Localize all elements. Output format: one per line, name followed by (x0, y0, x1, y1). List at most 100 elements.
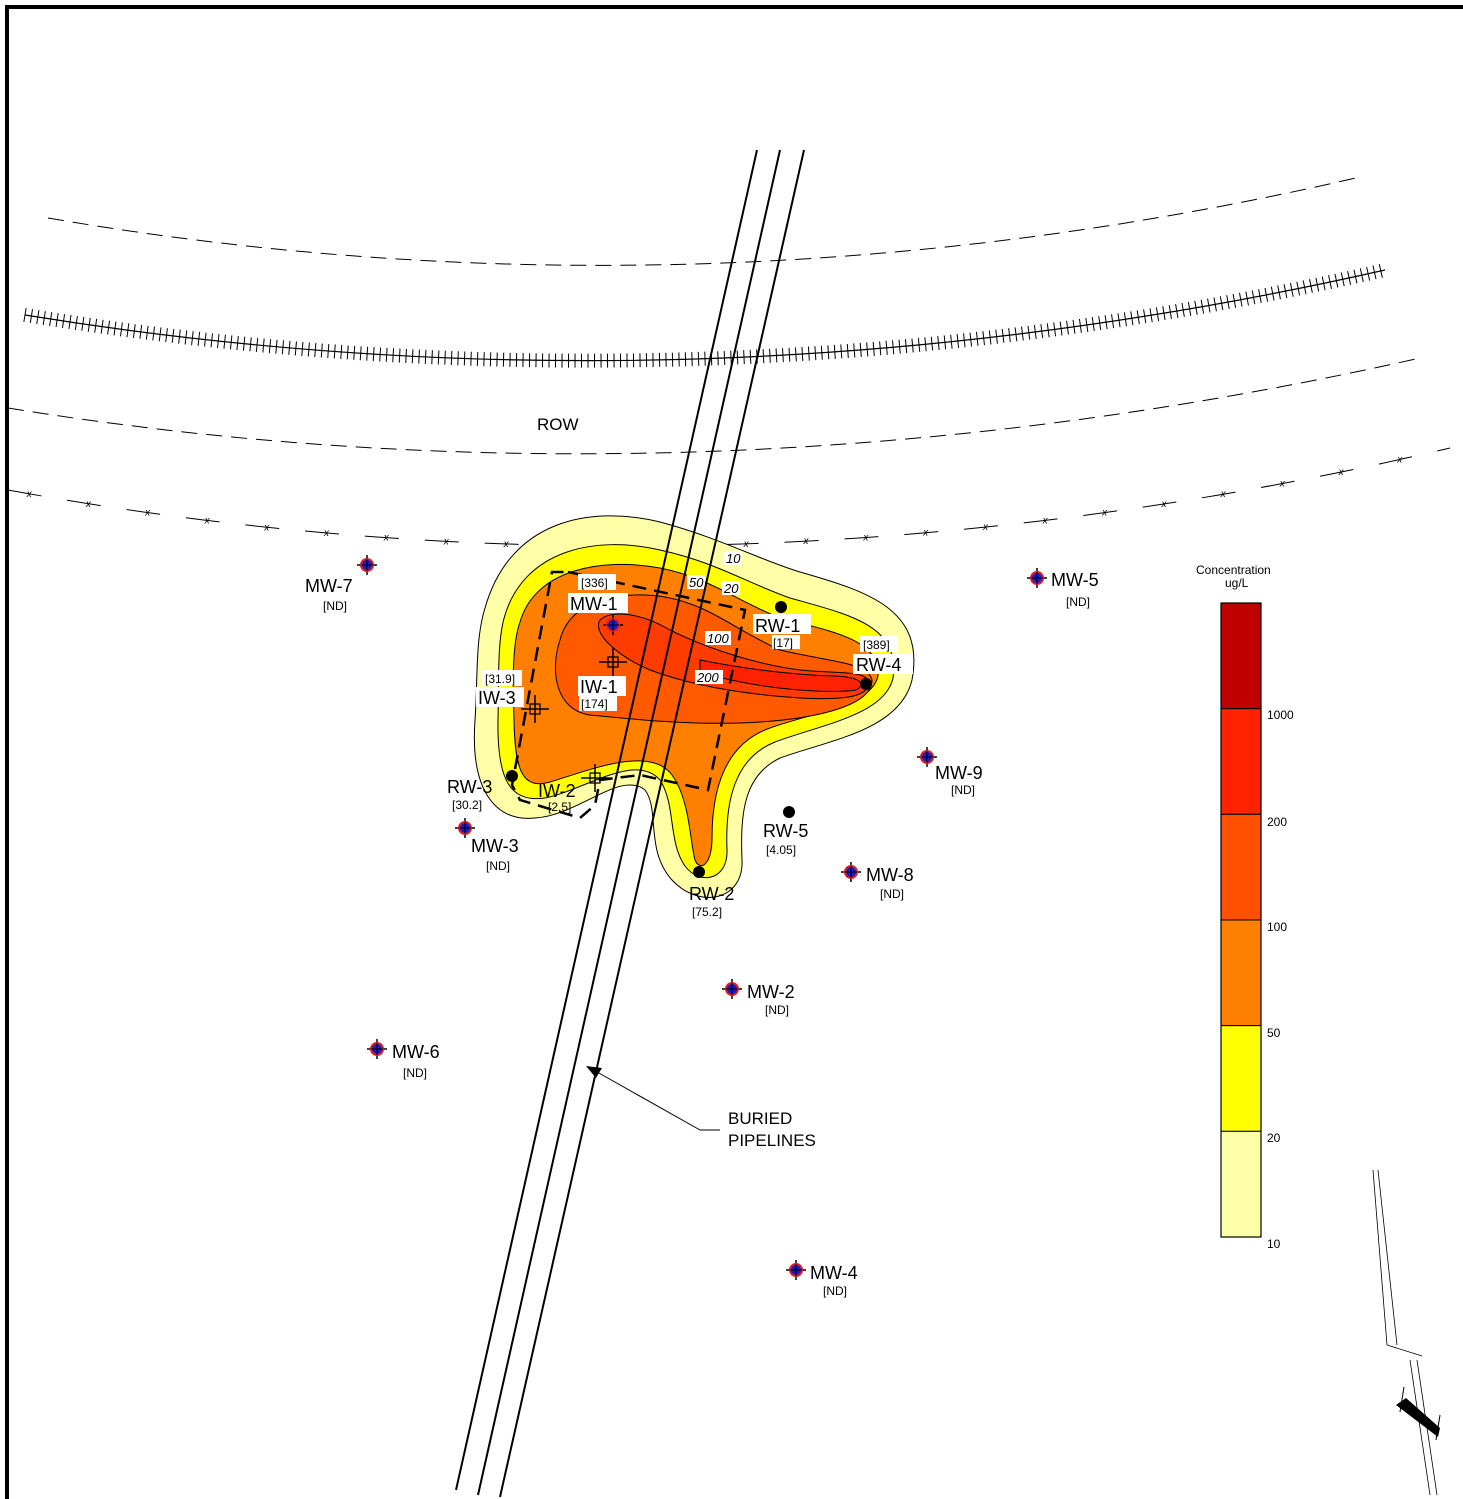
railroad-tie (1353, 269, 1358, 284)
contour-label-10: 10 (726, 551, 741, 566)
railroad-tie (1277, 285, 1281, 300)
iw-1-label: IW-1 (580, 677, 618, 697)
fence-x-marker: x (1220, 489, 1227, 500)
mw-5-icon (1026, 567, 1048, 589)
railroad-tie (431, 350, 433, 365)
legend-tick-50: 50 (1267, 1026, 1281, 1040)
rw-1-value: [17] (773, 636, 793, 650)
building-outline (510, 570, 747, 820)
legend-tick-100: 100 (1267, 920, 1287, 934)
iw-1-value: [174] (581, 697, 608, 711)
railroad-tie (229, 335, 233, 350)
mw-3-label: MW-3 (471, 836, 519, 856)
rw-4-value: [389] (863, 638, 890, 652)
railroad-tie (398, 348, 401, 363)
railroad-tie (197, 331, 201, 346)
fence-x-marker: x (862, 532, 869, 543)
railroad-tie (1130, 311, 1134, 326)
railroad-tie (145, 325, 149, 340)
railroad-tie (1027, 325, 1031, 340)
railroad-tie (1091, 317, 1095, 332)
railroad-tie (995, 329, 998, 344)
railroad-tie (1213, 297, 1217, 312)
legend-band-1 (1220, 708, 1262, 815)
contour-labels: 10 20 50 100 200 (687, 551, 742, 685)
railroad-tie (853, 343, 856, 358)
railroad-tie (1251, 290, 1256, 305)
fence-x-marker: x (1396, 454, 1403, 465)
railroad-tie (294, 341, 297, 356)
injection-wells: IW-1 [174] [31.9] IW-3 IW-2 [2.5] [336] (476, 574, 628, 814)
concentration-legend: Concentration ug/L 1000 200 100 50 20 10 (1196, 563, 1294, 1251)
railroad-tie (1296, 281, 1301, 296)
railroad-tie (1232, 293, 1237, 308)
railroad-tie (210, 333, 214, 348)
mw-4-value: [ND] (823, 1284, 847, 1298)
railroad-tie (49, 312, 53, 327)
railroad-tie (956, 333, 960, 349)
railroad-tie (975, 331, 979, 346)
railroad-tie (1238, 292, 1243, 307)
mw-4-label: MW-4 (810, 1263, 858, 1283)
railroad-tie (788, 347, 791, 362)
railroad-tie (55, 313, 59, 328)
fence-x-marker: x (1042, 515, 1049, 526)
mw-3-icon (454, 817, 476, 839)
row-label: ROW (537, 415, 579, 434)
railroad-tie (1143, 309, 1147, 324)
legend-band-3 (1220, 919, 1262, 1027)
legend-tick-200: 200 (1267, 815, 1287, 829)
fence-x-marker: x (1160, 499, 1167, 510)
railroad-tie (1207, 298, 1211, 313)
railroad-tie (262, 338, 265, 353)
fence-x-marker: x (803, 536, 810, 547)
contour-label-50: 50 (689, 575, 704, 590)
railroad-tie (255, 337, 259, 352)
pipelines-leader (586, 1066, 720, 1131)
railroad-tie (782, 348, 784, 363)
north-arrow-icon (1372, 1169, 1441, 1496)
fence-x-marker: x (743, 539, 750, 550)
railroad-tie (107, 320, 111, 335)
railroad-tie (126, 323, 130, 338)
mw-3-value: [ND] (486, 859, 510, 873)
railroad-tie (158, 327, 162, 342)
railroad-tie (1175, 304, 1179, 319)
rw-1-icon (775, 601, 787, 613)
railroad-tie (242, 336, 246, 351)
contour-label-100: 100 (707, 631, 729, 646)
mw-8-icon (840, 861, 862, 883)
railroad-tie (717, 351, 719, 366)
railroad-tie (94, 318, 98, 333)
pipelines-label-line1: BURIED (728, 1109, 792, 1128)
mw-9-value: [ND] (951, 783, 975, 797)
fence-x-marker: x (144, 508, 151, 519)
railroad-tie (1359, 268, 1364, 283)
recovery-wells: RW-1 [17] [389] RW-4 RW-3 [30.2] RW-5 [4… (447, 601, 913, 919)
railroad-tie (23, 308, 27, 322)
rw-5-icon (783, 806, 795, 818)
row-boundary-upper (47, 176, 1361, 266)
legend-band-2 (1220, 813, 1262, 921)
rw-2-icon (693, 866, 705, 878)
legend-tick-20: 20 (1267, 1131, 1281, 1145)
railroad-tie (36, 310, 40, 325)
legend-title-line2: ug/L (1225, 576, 1249, 590)
railroad-tie (911, 338, 914, 353)
fence-x-marker: x (922, 528, 929, 539)
railroad-tie (1181, 302, 1185, 317)
railroad-tie (1366, 266, 1371, 281)
iw-2-value: [2.5] (548, 800, 571, 814)
rw-1-label: RW-1 (755, 616, 800, 636)
fence-x-marker: x (503, 539, 510, 550)
fence-x-marker: x (1338, 467, 1345, 478)
railroad-tie (359, 346, 362, 361)
monitoring-wells: MW-7 [ND] MW-5 [ND] MW-1 MW-9 [ND] MW-3 … (305, 554, 1099, 1298)
railroad-tie (307, 342, 310, 357)
railroad-tie (411, 349, 414, 364)
railroad-tie (1066, 320, 1069, 335)
mw-6-value: [ND] (403, 1066, 427, 1080)
railroad-tie (178, 329, 181, 344)
railroad-tie (385, 347, 388, 362)
mw-7-value: [ND] (323, 599, 347, 613)
